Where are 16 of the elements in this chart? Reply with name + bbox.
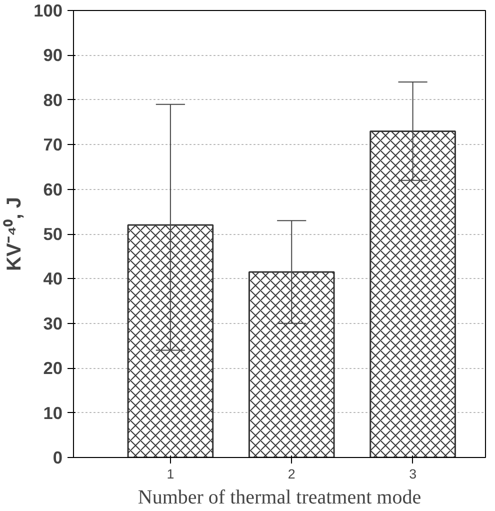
y-tick-label: 70	[43, 134, 63, 155]
y-tick-label: 60	[43, 179, 63, 200]
y-tick-label: 100	[34, 0, 63, 20]
y-tick-label: 50	[43, 224, 63, 244]
y-tick-label: 0	[52, 448, 63, 468]
x-tick-label: 3	[409, 466, 417, 482]
x-tick-label: 2	[288, 466, 296, 482]
y-tick-label: 90	[43, 45, 63, 66]
x-tick-label: 1	[166, 466, 174, 482]
y-tick-label: 10	[43, 402, 63, 423]
x-axis-title: Number of thermal treatment mode	[138, 486, 422, 508]
y-tick-label: 40	[43, 268, 63, 289]
y-tick-label: 20	[43, 358, 63, 378]
y-tick-label: 30	[43, 313, 63, 334]
y-axis-title: KV⁻⁴⁰, J	[2, 197, 26, 271]
y-tick-label: 80	[43, 90, 63, 110]
